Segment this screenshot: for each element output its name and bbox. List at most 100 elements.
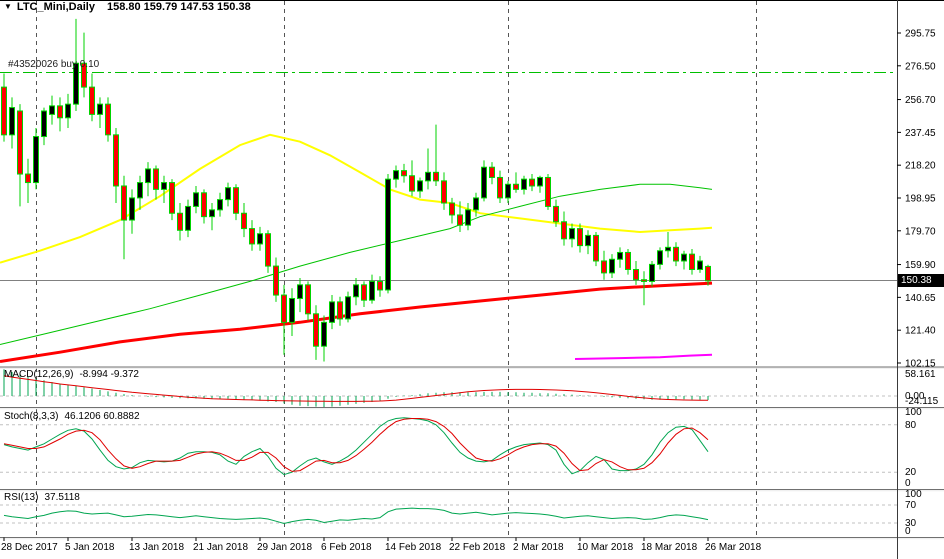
macd-name: MACD(12,26,9) [4,369,74,380]
candle-body [353,284,359,298]
stoch-scale-label: 20 [905,467,917,478]
stoch-scale-label: 100 [905,407,922,418]
candle-body [401,170,407,177]
candle-body [65,103,71,119]
price-tick-label: 198.95 [905,193,936,204]
ma-yellow-line [0,133,713,264]
candle-body [25,173,31,184]
candle-body [473,197,479,211]
ma-magenta-line [574,353,713,360]
candle-body [273,265,279,296]
candle-body [697,260,703,270]
price-tick-label: 179.70 [905,226,936,237]
candle-body [497,176,503,199]
candle-body [57,105,63,119]
price-tick-label: 102.15 [905,358,936,369]
macd-values: -8.994 -9.372 [79,369,139,380]
candle-body [593,234,599,262]
candle-body [641,279,647,282]
candle-body [73,62,79,105]
date-label: 14 Feb 2018 [385,542,442,553]
candle-body [601,260,607,274]
candle-body [329,301,335,323]
rsi-scale-label: 30 [905,518,917,529]
ohlc-values: 158.80 159.79 147.53 150.38 [106,1,251,13]
candle-body [657,250,663,265]
candle-body [425,171,431,182]
candle-body [129,197,135,221]
candle-body [225,187,231,201]
candle-body [257,233,263,245]
candle-body [577,228,583,247]
candle-body [433,171,439,182]
stoch-scale-label: 80 [905,420,917,431]
ma-red-line [0,281,713,363]
rsi-indicator-label[interactable]: RSI(13) 37.5118 [4,492,80,503]
macd-indicator-label[interactable]: MACD(12,26,9) -8.994 -9.372 [4,369,139,380]
chevron-down-icon[interactable]: ▼ [4,2,12,11]
candle-body [625,251,631,270]
candle-body [209,209,215,218]
candle-body [81,62,87,88]
macd-scale-label: 58.161 [905,369,936,380]
candle-body [1,86,7,136]
candle-body [33,136,39,184]
candle-body [137,182,143,199]
candle-body [17,110,23,175]
price-tick-label: 276.50 [905,61,936,72]
date-label: 10 Mar 2018 [577,542,634,553]
price-tick-label: 121.40 [905,326,936,337]
rsi-values: 37.5118 [44,492,80,503]
candle-body [161,182,167,190]
price-tick-label: 159.90 [905,260,936,271]
rsi-name: RSI(13) [4,492,39,503]
candle-body [9,107,15,136]
candle-body [649,263,655,282]
price-tick-label: 237.45 [905,128,936,139]
candle-body [465,209,471,226]
date-label: 6 Feb 2018 [321,542,372,553]
candle-body [617,251,623,260]
candle-body [417,180,423,192]
candle-body [113,134,119,187]
stoch-signal-line [3,418,709,472]
candle-body [321,321,327,347]
date-label: 2 Mar 2018 [513,542,564,553]
candle-body [585,234,591,247]
candle-body [169,182,175,214]
date-label: 18 Mar 2018 [641,542,698,553]
candle-body [457,214,463,226]
candle-body [305,284,311,315]
macd-scale-label: -24.115 [905,396,939,407]
candle-body [513,183,519,190]
candle-body [545,176,551,207]
candle-body [561,221,567,240]
candle-body [97,103,103,115]
candle-body [105,103,111,136]
date-label: 29 Jan 2018 [257,542,312,553]
candle-body [393,170,399,180]
chart-title-bar[interactable]: ▼ LTC_Mini,Daily 158.80 159.79 147.53 150.… [4,1,251,13]
candle-body [265,233,271,267]
stoch-indicator-label[interactable]: Stoch(8,3,3) 46.1206 60.8882 [4,411,140,422]
candle-body [177,212,183,231]
candle-body [489,166,495,178]
candle-body [569,228,575,240]
ma-green-line [0,183,713,345]
rsi-line [3,507,709,525]
rsi-scale-label: 70 [905,500,917,511]
candle-body [217,199,223,211]
candle-body [441,180,447,204]
price-tick-label: 218.20 [905,161,936,172]
buy-order-line-label[interactable]: #43520026 buy 0.10 [8,59,100,70]
date-label: 28 Dec 2017 [1,542,58,553]
candle-body [201,192,207,218]
candle-body [505,183,511,199]
price-tick-label: 140.65 [905,293,936,304]
candle-body [345,296,351,320]
macd-scale-label: 0.00 [905,391,925,402]
candle-body [529,178,535,187]
candle-body [145,168,151,184]
